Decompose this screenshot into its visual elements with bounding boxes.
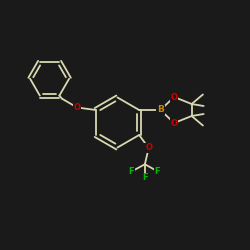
Text: F: F — [128, 167, 134, 176]
Text: F: F — [154, 167, 160, 176]
Text: O: O — [171, 118, 178, 128]
Text: B: B — [157, 106, 164, 114]
Text: O: O — [171, 92, 178, 102]
Text: O: O — [145, 144, 152, 152]
Text: O: O — [74, 103, 80, 112]
Text: F: F — [142, 174, 148, 182]
